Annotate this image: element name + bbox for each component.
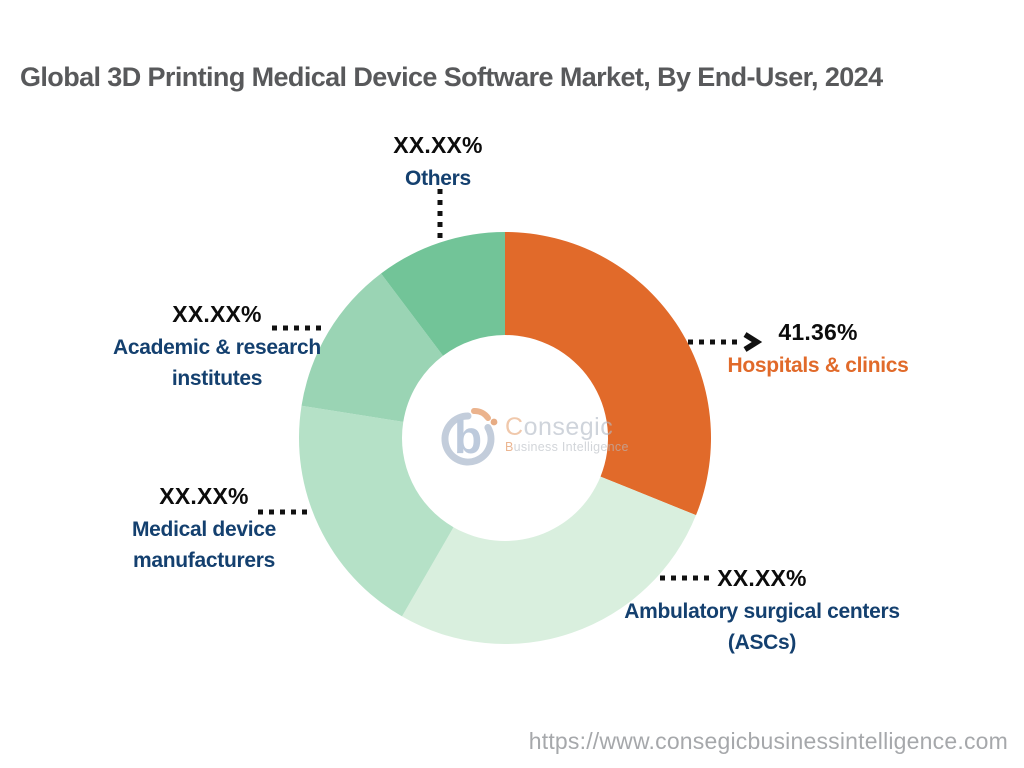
callout-label: Others [405,167,471,190]
callout-hospitals: 41.36% Hospitals & clinics [678,318,958,382]
callout-label: manufacturers [133,548,275,572]
callout-academic: XX.XX% Academic & research institutes [87,300,347,394]
donut-segment-ascs [402,476,696,644]
donut-segments [298,232,711,644]
callout-label: institutes [171,366,263,390]
callout-medical: XX.XX% Medical device manufacturers [74,482,334,576]
callout-value: XX.XX% [717,565,807,591]
leader-arrowhead-icon [743,332,763,352]
callout-label: Medical device [131,518,277,541]
callout-label: Academic & research [113,336,321,359]
callout-value: XX.XX% [159,483,249,509]
callout-value: 41.36% [778,319,858,345]
callout-value: XX.XX% [393,132,483,158]
donut-segment-medical [298,405,454,617]
callout-others: XX.XX% Others [328,131,548,195]
source-url: https://www.consegicbusinessintelligence… [528,728,1008,754]
callout-value: XX.XX% [172,301,262,327]
donut-segment-others [381,232,505,356]
chart-title: Global 3D Printing Medical Device Softwa… [20,62,883,92]
donut-segment-academic [301,273,444,422]
callout-label: (ASCs) [727,630,797,654]
callout-label: Hospitals & clinics [727,354,909,377]
callout-label: Ambulatory surgical centers [624,600,900,623]
donut-segment-hospitals [505,232,711,516]
callout-ascs: XX.XX% Ambulatory surgical centers (ASCs… [602,564,922,658]
